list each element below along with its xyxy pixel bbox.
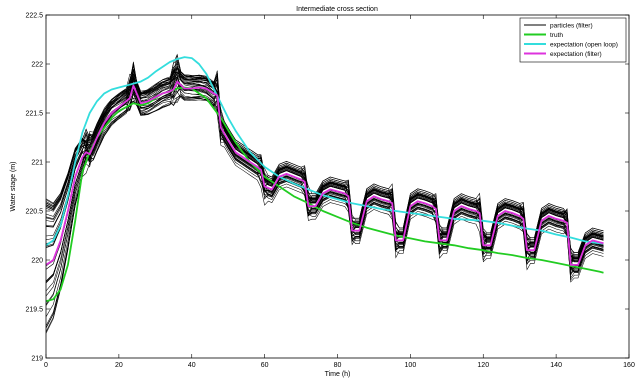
particle-line [45, 62, 604, 259]
x-tick-label: 120 [477, 362, 489, 369]
particle-line [45, 62, 604, 258]
y-axis: 219 219.5 220 220.5 221 221.5 222 222.5 [25, 13, 629, 363]
y-tick-label: 220 [31, 258, 43, 265]
series-line-truth [45, 86, 604, 303]
particle-line [45, 65, 604, 263]
x-tick-label: 100 [405, 362, 417, 369]
series-layer [45, 56, 604, 303]
series-line-filter [45, 80, 604, 266]
y-tick-label: 219 [31, 356, 43, 363]
legend: particles (filter) truth expectation (op… [519, 17, 627, 63]
particle-line [45, 75, 604, 282]
y-tick-label: 221 [31, 160, 43, 167]
x-tick-label: 20 [115, 362, 123, 369]
y-tick-label: 222.5 [25, 13, 43, 20]
y-tick-label: 221.5 [25, 111, 43, 118]
x-tick-label: 40 [188, 362, 196, 369]
legend-label-truth: truth [550, 32, 563, 39]
particle-line [45, 75, 604, 283]
series-line-open-loop [45, 56, 604, 247]
particle-line [45, 73, 604, 260]
particle-line [45, 81, 604, 284]
legend-label-open-loop: expectation (open loop) [550, 42, 618, 49]
y-axis-label: Water stage (m) [10, 162, 17, 212]
x-tick-label: 140 [550, 362, 562, 369]
legend-label-particles: particles (filter) [550, 23, 593, 30]
y-tick-label: 219.5 [25, 307, 43, 314]
particles-layer [45, 53, 604, 334]
particle-line [45, 73, 604, 262]
x-axis: 0 20 40 60 80 100 120 140 160 [44, 15, 635, 369]
legend-label-filter: expectation (filter) [550, 51, 602, 58]
x-tick-label: 80 [334, 362, 342, 369]
particle-line [45, 94, 604, 328]
x-tick-label: 60 [261, 362, 269, 369]
particle-line [45, 82, 604, 306]
particle-line [45, 95, 604, 332]
y-tick-label: 222 [31, 62, 43, 69]
chart-title: Intermediate cross section [296, 6, 378, 13]
particle-line [45, 85, 604, 283]
x-tick-label: 0 [44, 362, 48, 369]
y-tick-label: 220.5 [25, 209, 43, 216]
x-axis-label: Time (h) [325, 371, 351, 378]
x-tick-label: 160 [623, 362, 635, 369]
